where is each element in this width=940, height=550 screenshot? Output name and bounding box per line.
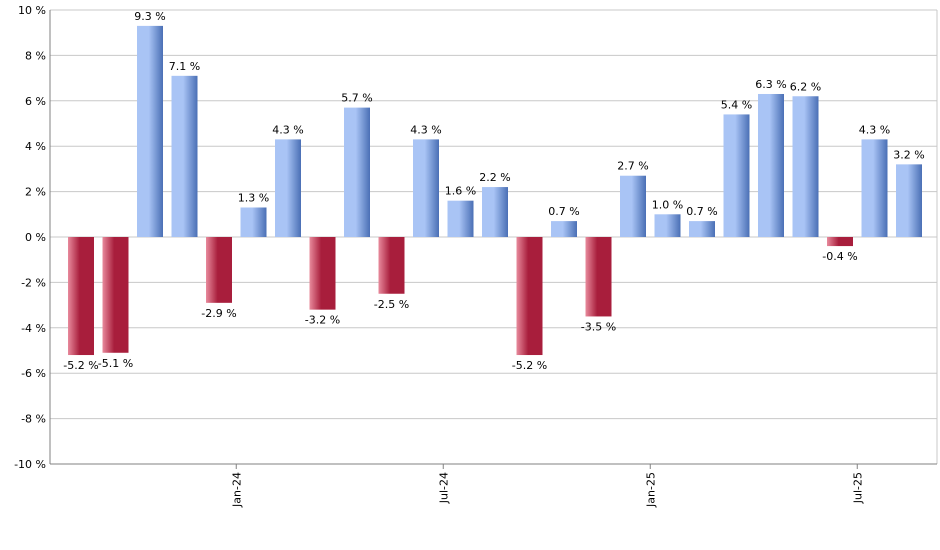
bar xyxy=(551,221,577,237)
bar xyxy=(620,175,646,237)
bar-value-label: 1.3 % xyxy=(238,191,269,204)
x-tick-label: Jan-25 xyxy=(644,472,657,508)
bar-value-label: 6.2 % xyxy=(790,80,821,93)
bar-value-label: 2.2 % xyxy=(479,171,510,184)
bar-value-label: 4.3 % xyxy=(272,123,303,136)
x-tick-label: Jul-25 xyxy=(851,472,864,504)
y-tick-label: 2 % xyxy=(25,186,46,199)
bar xyxy=(689,221,715,237)
bar xyxy=(585,237,612,317)
bar-value-label: 0.7 % xyxy=(686,205,717,218)
bar-value-label: 5.7 % xyxy=(341,92,372,105)
y-tick-label: 0 % xyxy=(25,231,46,244)
bar xyxy=(654,214,681,237)
bar-value-label: -0.4 % xyxy=(822,250,857,263)
bar xyxy=(137,25,163,237)
y-tick-label: 8 % xyxy=(25,49,46,62)
bar xyxy=(378,237,405,294)
bar xyxy=(275,139,301,237)
y-tick-label: -8 % xyxy=(21,413,46,426)
bar-value-label: -5.1 % xyxy=(98,357,133,370)
bar-value-label: 4.3 % xyxy=(859,123,890,136)
bar-value-label: 4.3 % xyxy=(410,123,441,136)
axes: 10 % 8 % 6 % 4 % 2 % 0 % -2 % -4 % -6 % -8 % -10 %… xyxy=(14,4,937,508)
bar-value-label: 9.3 % xyxy=(134,10,165,23)
bar xyxy=(758,93,784,238)
bar xyxy=(413,139,439,237)
bar xyxy=(792,96,819,237)
y-tick-label: 10 % xyxy=(18,4,46,17)
bar-value-label: 7.1 % xyxy=(169,60,200,73)
bar xyxy=(171,75,198,237)
y-tick-label: 6 % xyxy=(25,95,46,108)
y-tick-label: -4 % xyxy=(21,322,46,335)
y-tick-label: -10 % xyxy=(14,458,46,471)
y-tick-label: 4 % xyxy=(25,140,46,153)
bar xyxy=(206,237,232,303)
bar-value-label: 5.4 % xyxy=(721,98,752,111)
bar xyxy=(723,114,750,237)
bar-value-label: -2.5 % xyxy=(374,298,409,311)
bar-value-label: -5.2 % xyxy=(512,359,547,372)
bar xyxy=(309,237,336,310)
bar xyxy=(482,187,508,237)
bar xyxy=(896,164,922,237)
bar-value-label: 1.6 % xyxy=(445,185,476,198)
bar-value-label: 3.2 % xyxy=(893,148,924,161)
y-tick-label: -2 % xyxy=(21,276,46,289)
bar-value-label: 0.7 % xyxy=(548,205,579,218)
y-tick-label: -6 % xyxy=(21,367,46,380)
bar xyxy=(827,237,853,247)
bars: -5.2 % -5.1 %9.3 %7.1 %-2.9 %1.3 %4.3 %-3… xyxy=(63,10,924,372)
bar-value-label: 1.0 % xyxy=(652,198,683,211)
bar xyxy=(861,139,888,237)
x-tick-label: Jul-24 xyxy=(437,472,450,504)
bar xyxy=(68,237,94,356)
bar xyxy=(102,237,129,353)
bar-value-label: -2.9 % xyxy=(201,307,236,320)
bar-value-label: -3.2 % xyxy=(305,314,340,327)
bar xyxy=(344,107,370,237)
x-tick-label: Jan-24 xyxy=(230,472,243,508)
bar-value-label: -5.2 % xyxy=(63,359,98,372)
bar-value-label: -3.5 % xyxy=(581,320,616,333)
bar xyxy=(447,200,474,237)
bar-value-label: 2.7 % xyxy=(617,160,648,173)
bar-value-label: 6.3 % xyxy=(755,78,786,91)
bar xyxy=(240,207,267,237)
bar xyxy=(516,237,543,356)
